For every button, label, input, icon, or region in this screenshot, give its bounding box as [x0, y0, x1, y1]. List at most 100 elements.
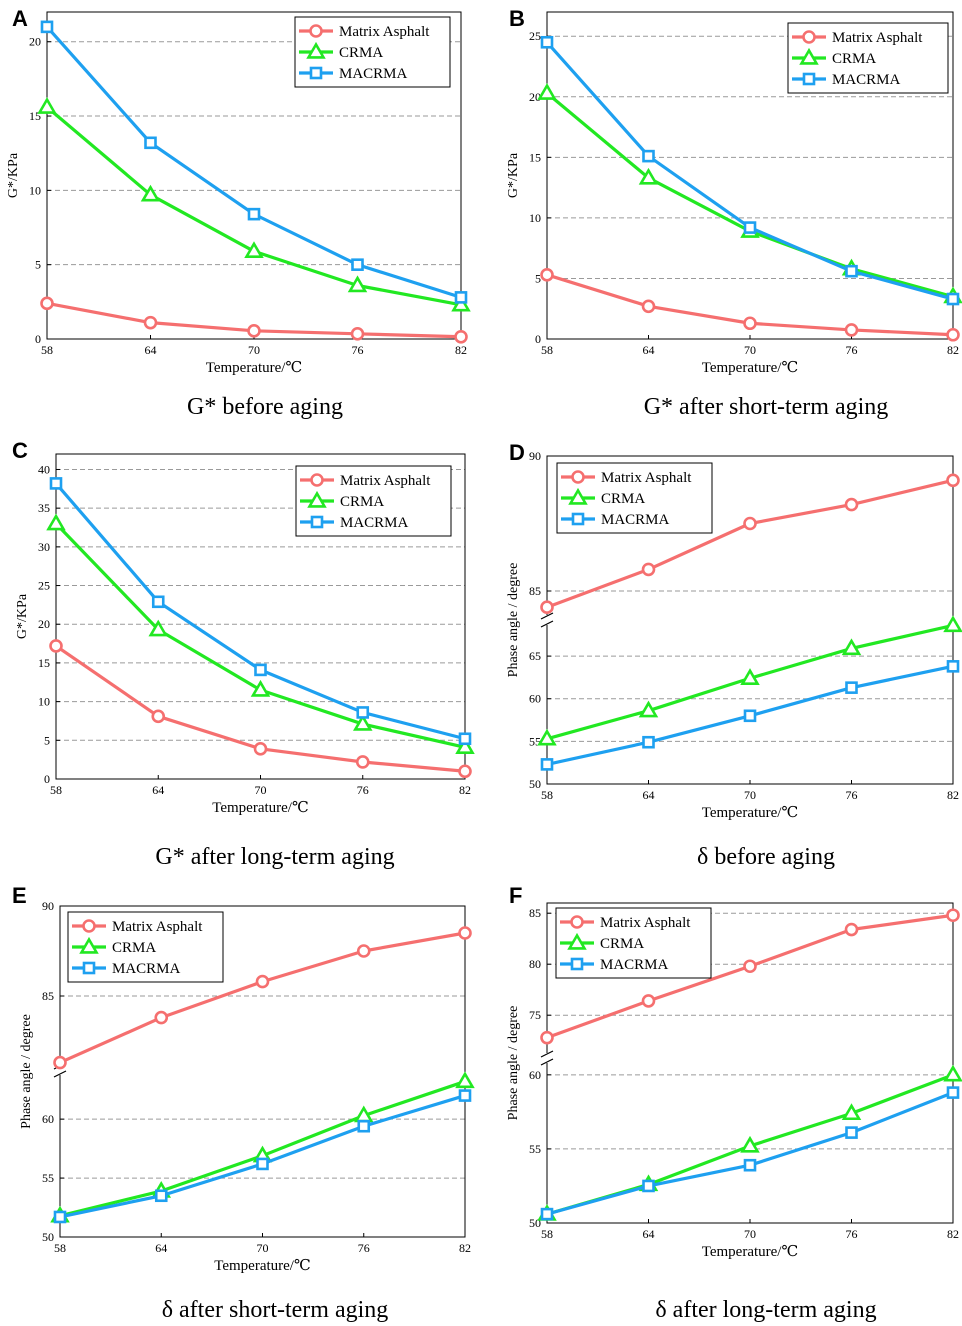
data-point	[540, 35, 554, 49]
y-ticks: 85 90 50 55 60	[42, 899, 64, 1244]
data-point	[356, 944, 371, 958]
legend-label: CRMA	[340, 494, 384, 510]
y-tick-label: 85	[529, 906, 541, 920]
grid-lines	[547, 35, 953, 279]
y-ticks: 0 5 10 15 20 25	[529, 29, 551, 346]
series-matrix-asphalt	[540, 473, 960, 615]
chart-panel-d: 85 90 50 55 60 65 58 64 70 76 82 Temperature/℃ Phase…	[506, 440, 962, 870]
legend: Matrix Asphalt CRMA MACRMA	[67, 911, 224, 983]
legend-marker	[568, 487, 588, 505]
data-point	[144, 136, 157, 150]
data-point	[946, 908, 960, 923]
x-ticks: 58 64 70 76 82	[50, 775, 471, 797]
data-point	[743, 221, 757, 234]
legend-label: CRMA	[600, 936, 644, 952]
y-tick-label: 40	[38, 462, 50, 476]
legend-label: Matrix Asphalt	[340, 473, 431, 489]
legend-marker	[79, 936, 99, 954]
y-tick-label: 75	[529, 1008, 541, 1022]
data-point	[845, 1126, 858, 1139]
y-ticks: 0 5 10 15 20 25 30 35 40	[38, 462, 60, 786]
series-macrma	[53, 1089, 472, 1224]
y-tick-label: 20	[38, 617, 50, 631]
y-tick-label: 20	[529, 90, 541, 104]
data-point	[946, 1086, 960, 1099]
data-point	[154, 1189, 168, 1203]
series-macrma	[540, 35, 960, 306]
series-crma	[37, 97, 471, 312]
y-tick-label: 55	[42, 1171, 54, 1185]
legend-marker	[570, 957, 584, 971]
data-point	[53, 1055, 67, 1070]
data-point	[247, 324, 261, 338]
legend: Matrix Asphalt CRMA MACRMA	[555, 907, 712, 979]
axis-break-mark	[540, 1050, 554, 1058]
data-point	[743, 709, 757, 723]
data-point	[946, 660, 960, 673]
data-point	[943, 615, 962, 633]
x-ticks: 58 64 70 76 82	[54, 1233, 471, 1255]
legend-marker	[310, 515, 324, 529]
x-ticks: 58 64 70 76 82	[541, 1219, 959, 1241]
data-point	[451, 294, 471, 312]
legend-label: CRMA	[339, 45, 383, 61]
y-tick-label: 55	[529, 734, 541, 748]
panel-letter: A	[12, 6, 28, 31]
y-tick-label: 65	[529, 649, 541, 663]
series-crma	[537, 1064, 962, 1221]
y-tick-label: 85	[529, 584, 541, 598]
series-line	[54, 522, 466, 749]
data-point	[458, 1089, 472, 1102]
x-tick-label: 70	[744, 1227, 756, 1241]
data-point	[353, 1105, 374, 1123]
data-point	[458, 926, 472, 940]
data-point	[49, 639, 63, 653]
x-tick-label: 64	[643, 343, 655, 357]
legend-label: Matrix Asphalt	[601, 470, 692, 486]
legend-marker	[571, 512, 585, 526]
data-point	[140, 184, 161, 202]
axis-break-mark	[540, 620, 554, 628]
data-point	[352, 713, 373, 731]
y-tick-label: 55	[529, 1142, 541, 1156]
y-tick-label: 5	[35, 258, 41, 272]
axis-break-mark	[53, 1070, 67, 1078]
data-point	[641, 299, 656, 314]
y-tick-label: 30	[38, 540, 50, 554]
data-point	[841, 1103, 862, 1121]
y-tick-label: 50	[529, 777, 541, 791]
y-tick-label: 0	[44, 772, 50, 786]
y-tick-label: 20	[29, 35, 41, 49]
legend-label: Matrix Asphalt	[339, 24, 430, 40]
y-tick-label: 50	[529, 1216, 541, 1230]
data-point	[946, 473, 960, 488]
x-tick-label: 82	[947, 1227, 959, 1241]
legend: Matrix Asphalt CRMA MACRMA	[556, 462, 713, 534]
y-tick-label: 25	[529, 29, 541, 43]
y-axis-label: Phase angle / degree	[19, 1014, 34, 1129]
data-point	[49, 477, 63, 490]
data-point	[250, 679, 271, 697]
data-point	[458, 764, 472, 779]
series-crma	[537, 615, 962, 746]
legend-marker	[802, 30, 816, 44]
data-point	[946, 327, 960, 342]
x-ticks: 58 64 70 76 82	[541, 780, 959, 802]
data-point	[540, 1030, 554, 1045]
series-line	[545, 91, 954, 299]
legend-label: MACRMA	[339, 66, 408, 82]
y-tick-label: 35	[38, 501, 50, 515]
x-tick-label: 82	[459, 1241, 471, 1255]
x-tick-label: 76	[846, 343, 858, 357]
data-point	[247, 207, 261, 221]
legend-marker	[802, 72, 816, 86]
panel-letter: C	[12, 438, 28, 463]
data-point	[455, 1071, 475, 1089]
data-point	[641, 562, 656, 577]
y-tick-label: 10	[29, 183, 41, 197]
data-point	[841, 638, 862, 656]
data-point	[946, 292, 960, 306]
data-point	[844, 323, 859, 337]
